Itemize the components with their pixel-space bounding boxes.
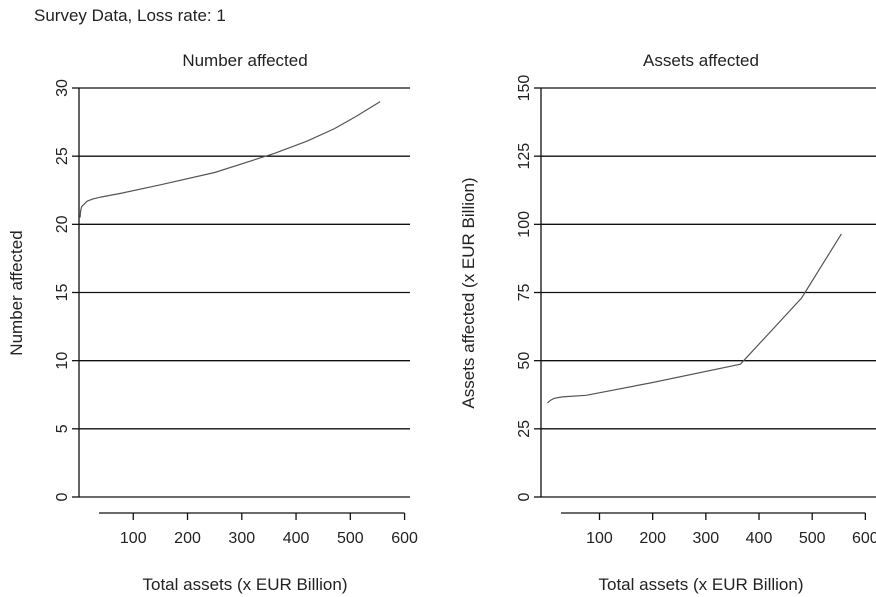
x-tick-label: 200 bbox=[639, 530, 666, 547]
y-tick-label: 75 bbox=[516, 284, 533, 302]
y-tick-label: 10 bbox=[54, 352, 71, 370]
x-tick-label: 300 bbox=[692, 530, 719, 547]
series-line bbox=[547, 233, 842, 404]
x-tick-label: 500 bbox=[799, 530, 826, 547]
y-tick-label: 30 bbox=[54, 79, 71, 97]
y-tick-label: 125 bbox=[516, 143, 533, 170]
y-axis-label: Assets affected (x EUR Billion) bbox=[459, 177, 478, 408]
y-tick-label: 20 bbox=[54, 215, 71, 233]
series-line bbox=[79, 101, 381, 218]
chart-panel-number: Number affected 0 5 10 15 20 25 30 100 200 300 400 5… bbox=[7, 51, 418, 594]
x-tick-label: 100 bbox=[120, 530, 147, 547]
y-tick-label: 50 bbox=[516, 352, 533, 370]
x-tick-label: 400 bbox=[746, 530, 773, 547]
y-tick-label: 25 bbox=[54, 147, 71, 165]
x-tick-label: 100 bbox=[586, 530, 613, 547]
x-tick-label: 600 bbox=[852, 530, 876, 547]
x-axis-label: Total assets (x EUR Billion) bbox=[142, 575, 347, 594]
chart-title: Number affected bbox=[182, 51, 307, 70]
y-axis-label: Number affected bbox=[7, 230, 26, 355]
y-tick-label: 100 bbox=[516, 211, 533, 238]
y-tick-label: 15 bbox=[54, 284, 71, 302]
x-axis-label: Total assets (x EUR Billion) bbox=[598, 575, 803, 594]
y-tick-label: 25 bbox=[516, 420, 533, 438]
x-tick-label: 300 bbox=[228, 530, 255, 547]
x-tick-label: 400 bbox=[283, 530, 310, 547]
x-tick-label: 500 bbox=[337, 530, 364, 547]
chart-panel-assets: Assets affected 0 25 50 75 100 125 150 100 200 300… bbox=[459, 51, 876, 594]
y-tick-label: 5 bbox=[54, 424, 71, 433]
chart-title: Assets affected bbox=[643, 51, 759, 70]
y-tick-label: 0 bbox=[516, 492, 533, 501]
y-tick-label: 150 bbox=[516, 75, 533, 102]
x-tick-label: 600 bbox=[391, 530, 418, 547]
page-title: Survey Data, Loss rate: 1 bbox=[34, 6, 226, 25]
x-tick-label: 200 bbox=[174, 530, 201, 547]
y-tick-label: 0 bbox=[54, 492, 71, 501]
